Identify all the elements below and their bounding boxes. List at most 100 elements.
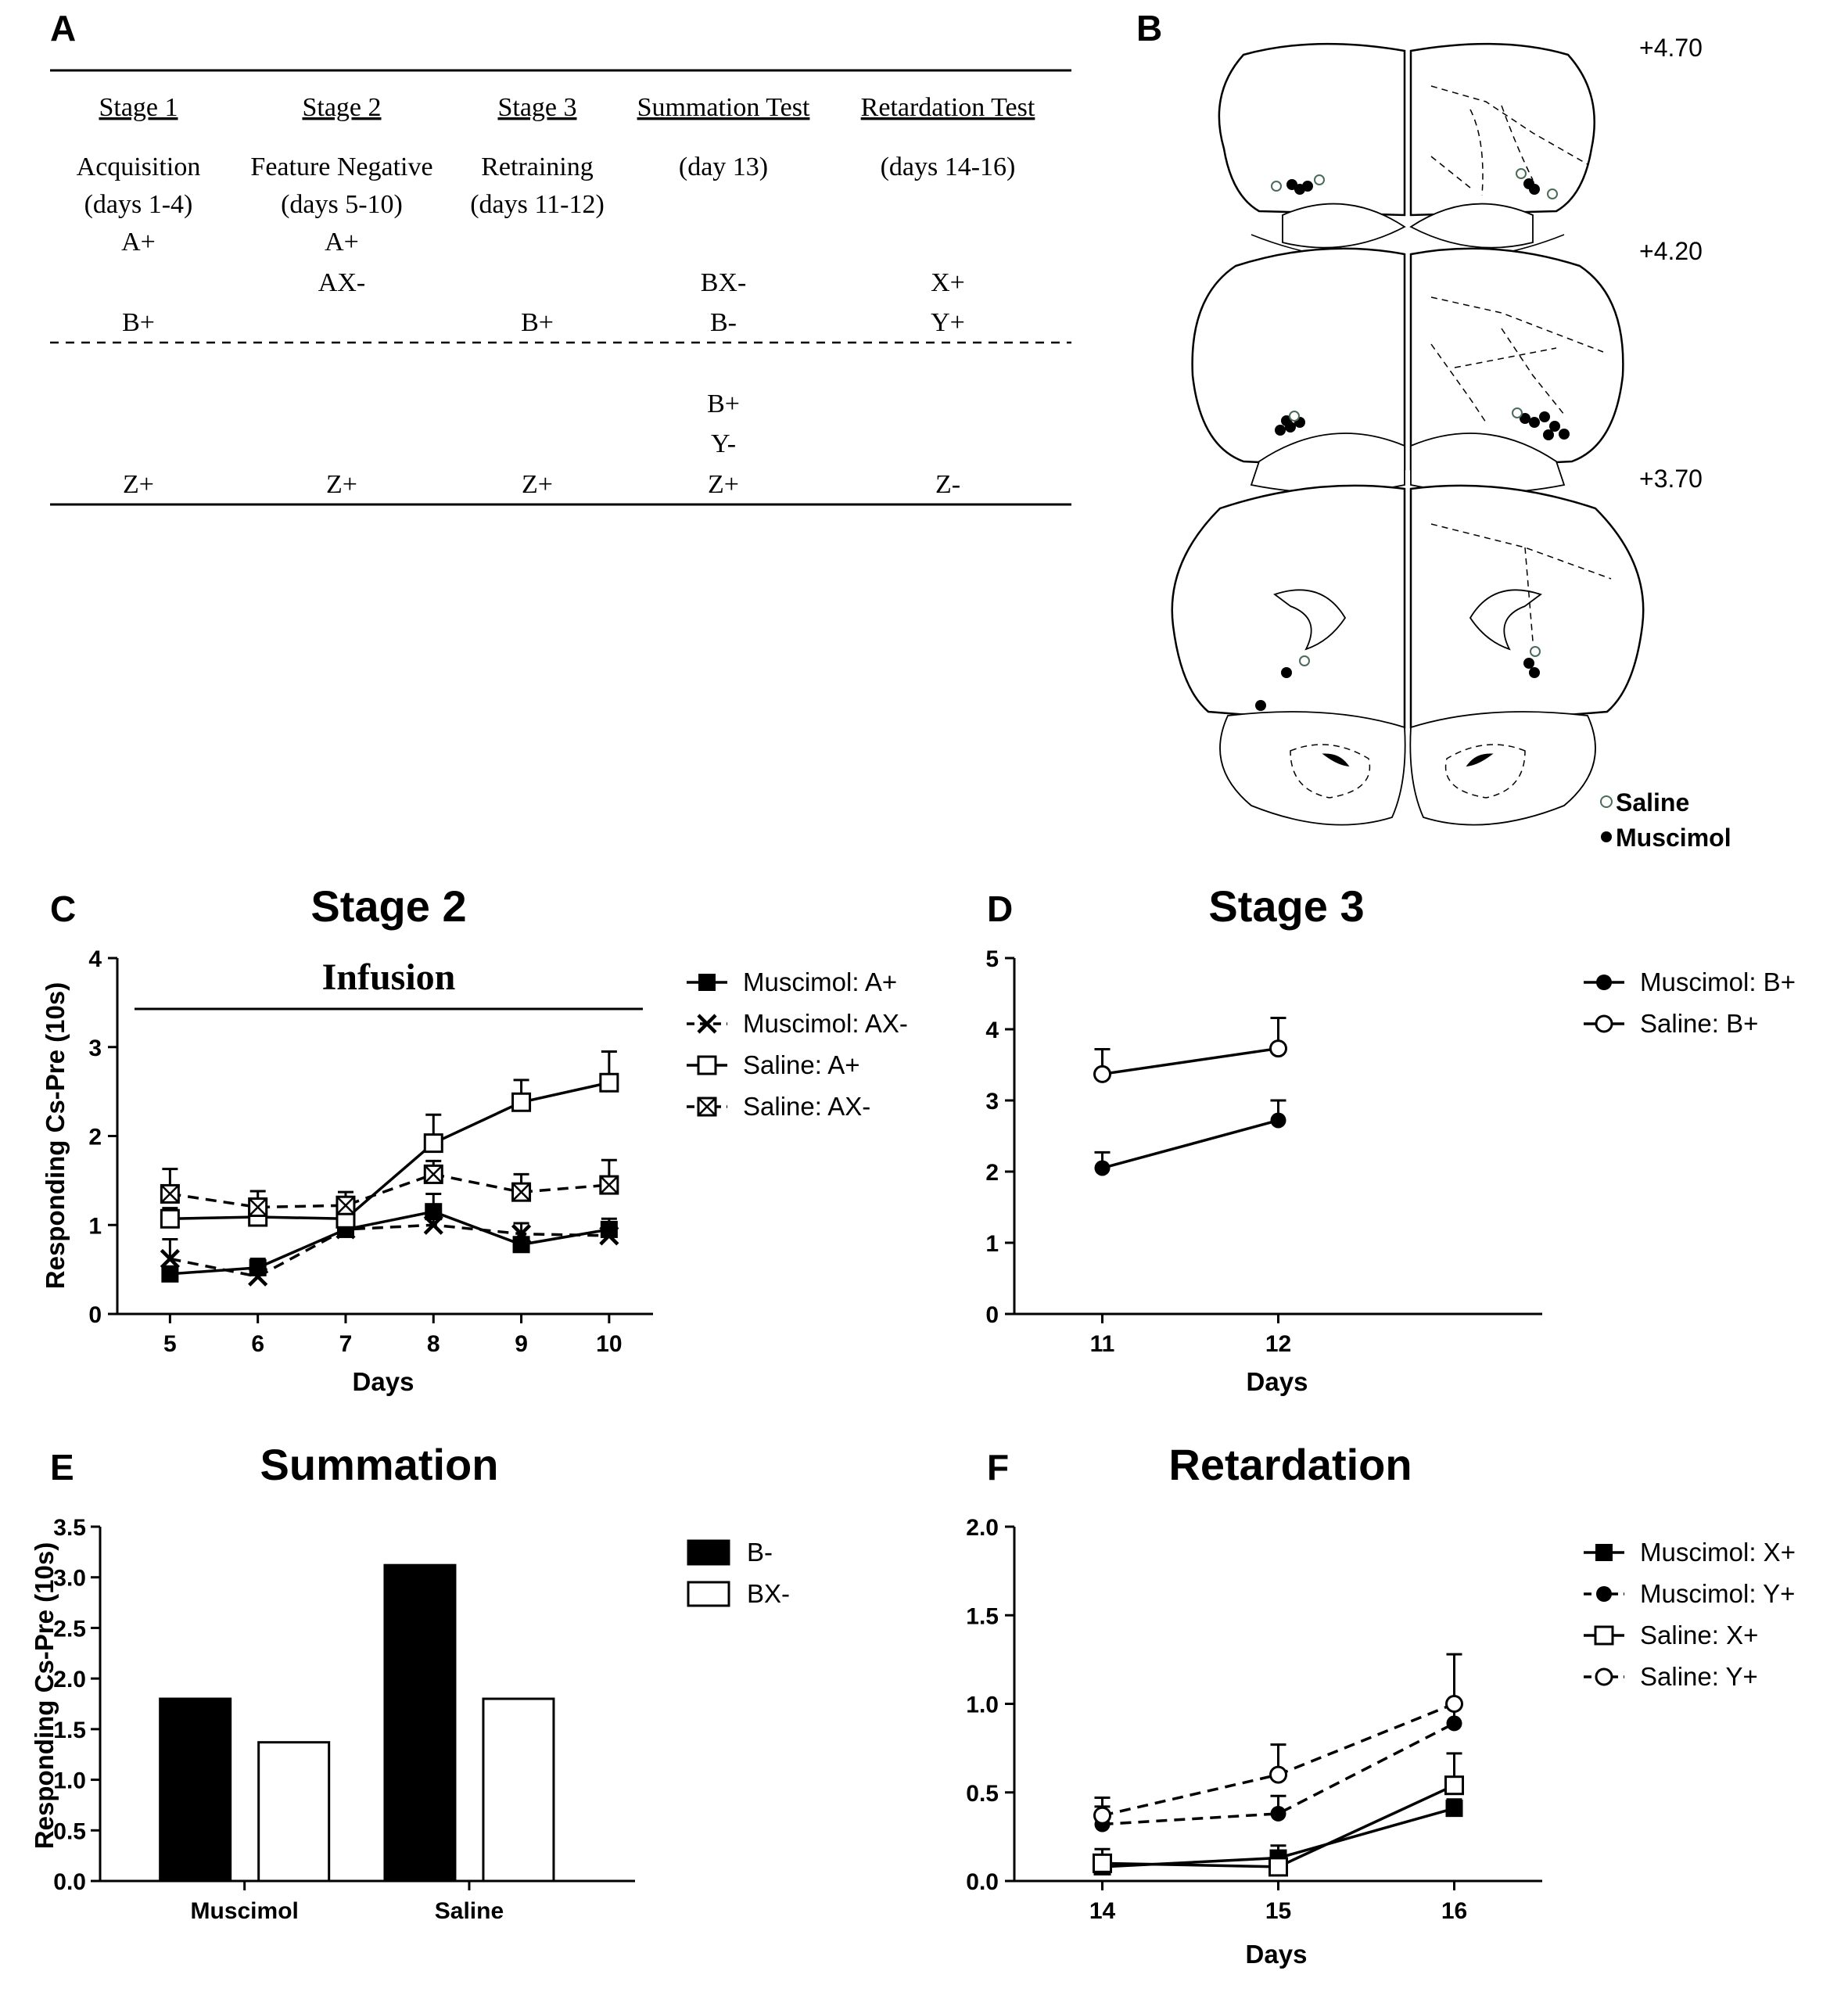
- panel-d-title: Stage 3: [1208, 881, 1364, 931]
- data-point-saline-ax: [248, 1197, 268, 1217]
- panel-e-title: Summation: [260, 1440, 499, 1489]
- y-tick-label: 1.5: [966, 1603, 999, 1629]
- phase-text-2-2: (days 5-10): [281, 190, 403, 219]
- phase-text-1-1: Acquisition: [77, 153, 201, 181]
- legend-label-muscimol-ax: Muscimol: AX-: [743, 1009, 908, 1038]
- data-point-saline-a: [511, 1092, 532, 1112]
- data-point-muscimol-y: [1270, 1805, 1286, 1822]
- x-tick-label: 7: [339, 1331, 353, 1357]
- data-point-saline-x: [1268, 1857, 1288, 1877]
- brain-section-anterior: [1218, 42, 1595, 260]
- data-point-saline-b: [1269, 1039, 1287, 1058]
- data-point-saline-a: [599, 1072, 619, 1093]
- data-point-saline-y: [1093, 1806, 1111, 1825]
- legend-label-saline-b: Saline: B+: [1640, 1009, 1758, 1038]
- panel-a-letter: A: [50, 8, 76, 48]
- series-saline-y: [1093, 1653, 1463, 1825]
- design-cell-b: B+: [122, 308, 155, 337]
- brain-section-anterior-dashes: [1430, 85, 1588, 196]
- x-tick-label: 11: [1090, 1331, 1115, 1357]
- legend-label-saline-a: Saline: A+: [743, 1050, 860, 1079]
- x-tick-label: 6: [251, 1331, 264, 1357]
- x-tick-label: 14: [1089, 1898, 1116, 1924]
- stage-header-5: Retardation Test: [861, 93, 1035, 122]
- legend-marker-muscimol-a: [698, 974, 716, 991]
- phase-text-5-1: (days 14-16): [881, 153, 1016, 181]
- y-tick-label: 1: [88, 1213, 102, 1239]
- muscimol-legend-marker: [1601, 831, 1612, 842]
- panel-f-x-axis-title: Days: [1246, 1940, 1308, 1969]
- table-text-group: Stage 1 Stage 2 Stage 3 Summation Test Retar…: [77, 93, 1035, 499]
- legend-label-b: B-: [747, 1538, 773, 1567]
- data-point-muscimol-y: [1446, 1715, 1462, 1732]
- y-tick-label: 0.0: [966, 1869, 999, 1895]
- data-point-saline-x: [1093, 1853, 1112, 1873]
- panel-e-y-axis-title: Responding Cs-Pre (10s): [30, 1542, 59, 1849]
- panel-c-letter: C: [50, 888, 76, 929]
- design-cell-b: B-: [710, 308, 737, 337]
- y-tick-label: 3: [985, 1089, 999, 1115]
- data-point-saline-ax: [160, 1183, 180, 1204]
- data-point-muscimol-a: [161, 1265, 179, 1283]
- series-muscimol-b: [1094, 1099, 1286, 1176]
- x-tick-label: 8: [427, 1331, 440, 1357]
- phase-text-3-2: (days 11-12): [470, 190, 605, 219]
- y-tick-label: 1.0: [53, 1768, 86, 1794]
- panel-e-summation-chart: E Summation Responding Cs-Pre (10s) 0.00…: [30, 1440, 790, 1924]
- x-tick-label-muscimol: Muscimol: [191, 1898, 299, 1924]
- design-cell-z: Z-: [935, 470, 960, 499]
- series-line-saline-b: [1102, 1046, 1279, 1076]
- y-tick-label: 0: [88, 1302, 102, 1328]
- design-cell-bx: BX-: [701, 268, 747, 297]
- brain-section-middle: [1191, 247, 1624, 494]
- design-cell-z: Z+: [708, 470, 739, 499]
- bar-saline-b: [383, 1563, 457, 1883]
- panel-f-legend: Muscimol: X+ Muscimol: Y+ Saline: X+ Saline…: [1584, 1538, 1796, 1691]
- series-saline-x: [1093, 1752, 1464, 1877]
- design-cell-a: A+: [325, 228, 359, 257]
- brain-section-posterior-dashes: [1290, 523, 1612, 799]
- muscimol-legend-label: Muscimol: [1616, 824, 1731, 852]
- series-line-saline-ax: [170, 1172, 609, 1209]
- series-saline-b: [1093, 1016, 1287, 1083]
- brain-section-posterior: [1171, 484, 1645, 826]
- legend-marker-saline-y: [1595, 1667, 1613, 1686]
- data-point-saline-ax: [423, 1164, 443, 1184]
- series-saline-a: [160, 1050, 619, 1229]
- series-line-muscimol-a: [170, 1210, 610, 1276]
- panel-e-plot-area: 0.0 0.5 1.0 1.5 2.0 2.5 3.0 3.5 Muscimol Saline: [53, 1515, 635, 1924]
- data-point-muscimol-b: [1270, 1112, 1286, 1129]
- saline-placement-dots: [1271, 168, 1558, 666]
- panel-c-legend: Muscimol: A+ Muscimol: AX- Saline: A+ Salin…: [687, 967, 908, 1121]
- design-cell-a: A+: [121, 228, 156, 257]
- panel-f-plot-area: 0.0 0.5 1.0 1.5 2.0 14 15 16: [966, 1515, 1542, 1924]
- infusion-annotation: Infusion: [322, 957, 456, 998]
- legend-marker-muscimol-x: [1595, 1544, 1613, 1561]
- y-tick-label: 5: [985, 946, 999, 972]
- legend-swatch-bx: [687, 1581, 730, 1607]
- legend-label-saline-x: Saline: X+: [1640, 1621, 1758, 1649]
- panel-d-legend: Muscimol: B+ Saline: B+: [1584, 967, 1796, 1038]
- legend-marker-saline-x: [1594, 1625, 1614, 1646]
- design-cell-z: Z+: [326, 470, 357, 499]
- x-tick-label: 16: [1441, 1898, 1467, 1924]
- y-tick-label: 0.5: [53, 1818, 86, 1844]
- legend-label-saline-y: Saline: Y+: [1640, 1662, 1758, 1691]
- data-point-muscimol-b: [1094, 1160, 1111, 1176]
- legend-marker-saline-a: [697, 1055, 717, 1075]
- y-tick-label: 2.0: [966, 1515, 999, 1541]
- x-tick-label: 15: [1265, 1898, 1291, 1924]
- series-muscimol-ax: [160, 1215, 619, 1287]
- design-cell-b: B+: [521, 308, 554, 337]
- stage-header-4: Summation Test: [637, 93, 810, 122]
- design-cell-y: Y-: [711, 429, 736, 458]
- data-point-muscimol-ax: [511, 1224, 532, 1244]
- series-line-muscimol-y: [1102, 1721, 1455, 1826]
- level-label-4-20: +4.20: [1639, 237, 1703, 265]
- design-cell-z: Z+: [522, 470, 553, 499]
- design-cell-ax: AX-: [318, 268, 365, 297]
- panel-c-plot-area: 0 1 2 3 4 5 6 7 8 9 10: [88, 946, 653, 1357]
- y-tick-label: 2: [985, 1160, 999, 1186]
